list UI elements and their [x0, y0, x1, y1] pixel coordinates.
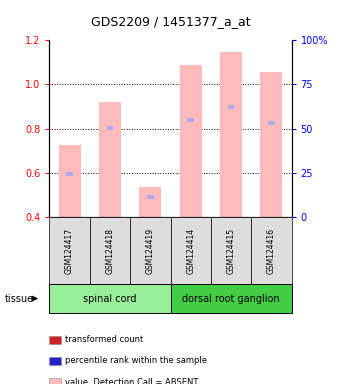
Bar — [180, 65, 202, 217]
Bar — [66, 172, 73, 176]
Text: GDS2209 / 1451377_a_at: GDS2209 / 1451377_a_at — [91, 15, 250, 28]
Bar — [139, 187, 161, 217]
Bar — [220, 53, 242, 217]
Text: GSM124415: GSM124415 — [226, 227, 236, 274]
Bar — [228, 104, 234, 109]
Bar — [99, 102, 121, 217]
Text: value, Detection Call = ABSENT: value, Detection Call = ABSENT — [65, 377, 198, 384]
Bar — [147, 195, 154, 199]
Text: tissue: tissue — [5, 293, 34, 304]
Text: GSM124419: GSM124419 — [146, 227, 155, 274]
Text: GSM124418: GSM124418 — [105, 228, 115, 273]
Text: GSM124416: GSM124416 — [267, 227, 276, 274]
Text: GSM124417: GSM124417 — [65, 227, 74, 274]
Text: percentile rank within the sample: percentile rank within the sample — [65, 356, 207, 366]
Text: GSM124414: GSM124414 — [186, 227, 195, 274]
Bar — [260, 72, 282, 217]
Text: spinal cord: spinal cord — [83, 293, 137, 304]
Text: transformed count: transformed count — [65, 335, 143, 344]
Bar — [59, 145, 81, 217]
Text: dorsal root ganglion: dorsal root ganglion — [182, 293, 280, 304]
Bar — [187, 118, 194, 122]
Bar — [107, 126, 113, 129]
Bar — [268, 121, 275, 125]
